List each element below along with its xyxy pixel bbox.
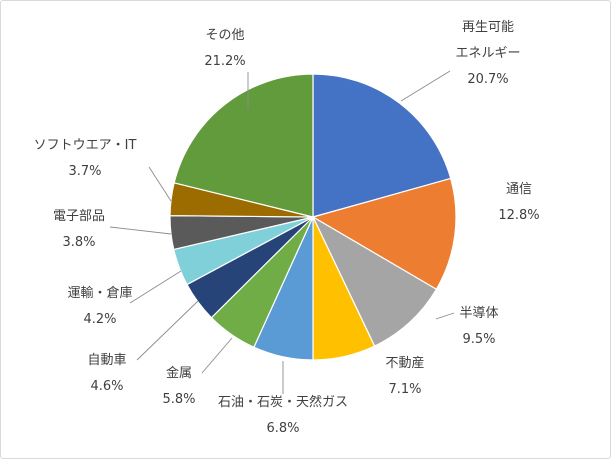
pie-slice [311, 177, 457, 291]
pie-slice [311, 215, 438, 347]
slice-value-label: 21.2% [204, 54, 245, 69]
slice-label: 不動産 [385, 355, 424, 371]
slice-label: その他 [205, 28, 244, 43]
slice-label: 再生可能 [462, 20, 514, 35]
leader-line [435, 312, 455, 320]
slice-value-label: 7.1% [388, 382, 421, 397]
slice-value-label: 3.8% [62, 235, 95, 250]
slice-value-label: 6.8% [266, 421, 299, 436]
slice-label: 石油・石炭・天然ガス [218, 394, 348, 410]
slice-label: 電子部品 [53, 209, 105, 224]
slice-value-label: 20.7% [467, 72, 508, 87]
slice-label: エネルギー [455, 46, 520, 61]
slice-value-label: 9.5% [462, 332, 495, 347]
leader-line [148, 166, 172, 202]
slice-label: 通信 [506, 182, 532, 197]
leader-line [136, 300, 199, 361]
leader-line [129, 270, 182, 304]
leader-line [201, 337, 233, 374]
slice-value-label: 4.6% [90, 379, 123, 394]
slice-label: 金属 [166, 365, 192, 381]
leader-line [109, 226, 172, 235]
slice-value-label: 4.2% [83, 312, 116, 327]
pie-slice [312, 73, 452, 218]
slice-label: 運輸・倉庫 [67, 286, 132, 301]
slice-label: ソフトウエア・IT [34, 138, 137, 153]
slice-value-label: 5.8% [162, 392, 195, 407]
slice-label: 自動車 [87, 353, 126, 368]
slice-value-label: 3.7% [68, 164, 101, 179]
slice-label: 半導体 [459, 306, 498, 321]
pie-slice [173, 73, 314, 218]
leader-line [400, 70, 451, 102]
slice-value-label: 12.8% [498, 208, 539, 223]
